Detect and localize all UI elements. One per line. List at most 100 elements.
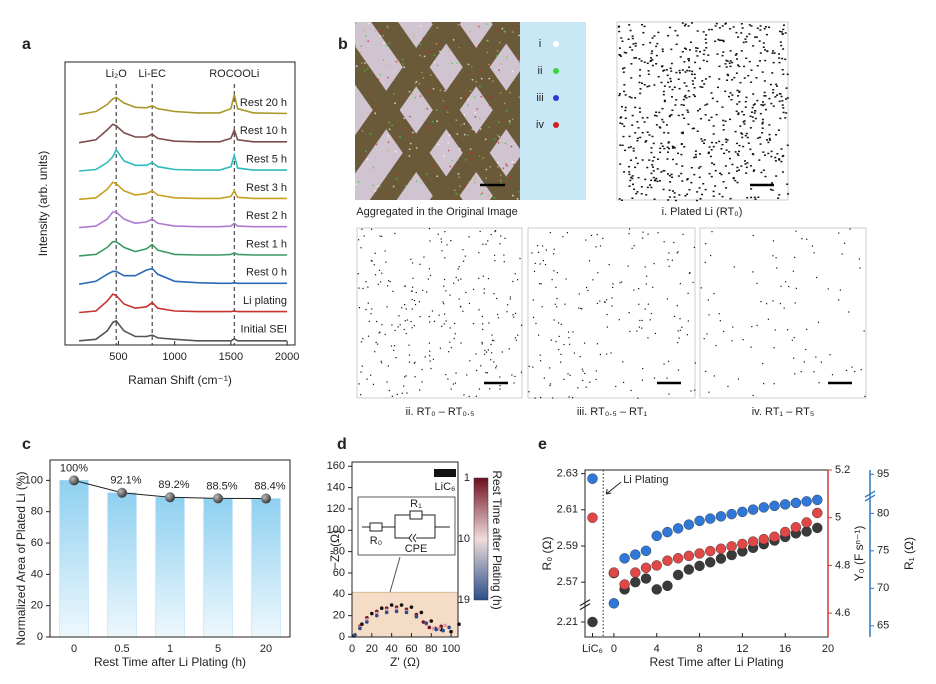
y-tick-label: 2.21 — [557, 616, 578, 628]
speckle — [487, 240, 489, 242]
speckle — [703, 139, 706, 141]
y-tick-label: 2.59 — [557, 540, 578, 552]
speckle — [478, 388, 481, 390]
speckle — [499, 174, 502, 177]
speckle — [509, 175, 512, 178]
speckle — [638, 287, 640, 290]
speckle — [777, 129, 780, 131]
speckle — [450, 83, 453, 86]
speckle — [429, 126, 432, 129]
speckle — [660, 142, 663, 145]
speckle — [618, 47, 621, 49]
spectrum — [79, 148, 288, 172]
speckle — [689, 41, 692, 44]
speckle — [514, 337, 516, 339]
speckle — [707, 299, 710, 301]
speckle — [666, 158, 669, 160]
speckle — [538, 334, 540, 336]
speckle — [677, 78, 680, 81]
speckle — [688, 70, 691, 72]
speckle — [764, 26, 767, 28]
speckle — [673, 147, 676, 149]
speckle — [752, 153, 755, 156]
speckle — [685, 48, 688, 50]
speckle — [408, 115, 411, 118]
speckle — [655, 111, 658, 113]
point — [69, 475, 79, 486]
speckle — [742, 41, 745, 44]
speckle — [535, 322, 537, 325]
speckle — [772, 240, 775, 242]
speckle — [611, 297, 613, 299]
speckle — [668, 393, 670, 395]
axis-title: R₁ (Ω) — [902, 537, 916, 570]
speckle — [360, 247, 362, 249]
speckle — [829, 354, 831, 356]
speckle — [725, 141, 728, 143]
speckle — [740, 50, 743, 52]
speckle — [428, 316, 430, 318]
speckle — [761, 132, 764, 134]
speckle — [618, 30, 621, 33]
speckle — [539, 360, 542, 362]
speckle — [490, 234, 492, 236]
speckle — [745, 41, 748, 43]
speckle — [770, 150, 773, 153]
speckle — [651, 160, 654, 162]
speckle — [786, 183, 789, 185]
speckle — [761, 127, 764, 129]
speckle — [443, 285, 445, 287]
speckle — [663, 100, 666, 103]
speckle — [660, 171, 663, 173]
speckle — [767, 141, 770, 144]
speckle — [617, 26, 620, 28]
speckle — [431, 310, 434, 312]
speckle — [474, 178, 477, 181]
speckle — [387, 280, 390, 282]
speckle — [784, 32, 787, 34]
speckle — [757, 196, 760, 199]
speckle — [557, 322, 560, 324]
speckle — [541, 306, 543, 308]
speckle — [419, 24, 422, 27]
speckle — [782, 73, 785, 75]
speckle — [393, 345, 396, 347]
speckle — [479, 193, 482, 196]
speckle — [428, 268, 430, 270]
speckle — [636, 191, 639, 193]
speckle — [437, 143, 440, 146]
y-tick-label: 4.8 — [835, 559, 850, 571]
speckle — [368, 320, 370, 322]
speckle — [491, 334, 493, 336]
speckle — [776, 94, 779, 96]
zoom-link — [389, 556, 401, 593]
speckle — [724, 120, 727, 122]
speckle — [398, 315, 400, 317]
speckle — [864, 395, 866, 398]
speckle — [702, 53, 705, 56]
speckle — [678, 69, 681, 72]
speckle — [448, 351, 450, 353]
speckle — [419, 54, 422, 57]
y-tick-label: 160 — [327, 460, 345, 472]
speckle — [451, 62, 454, 65]
speckle — [431, 164, 434, 167]
speckle — [668, 196, 671, 198]
speckle — [634, 166, 637, 169]
speckle — [634, 45, 637, 47]
speckle — [650, 186, 653, 189]
mesh-band — [470, 22, 520, 200]
speckle — [785, 87, 788, 89]
speckle — [639, 319, 641, 322]
speckle — [355, 65, 358, 68]
speckle — [558, 335, 560, 338]
speckle — [503, 261, 505, 263]
speckle — [768, 97, 771, 100]
y-tick-label: 2.57 — [557, 576, 578, 588]
speckle — [714, 185, 717, 187]
speckle — [485, 243, 487, 245]
x-tick-label: 4 — [654, 643, 660, 655]
speckle — [742, 145, 745, 148]
speckle — [444, 313, 446, 315]
speckle — [392, 185, 395, 188]
